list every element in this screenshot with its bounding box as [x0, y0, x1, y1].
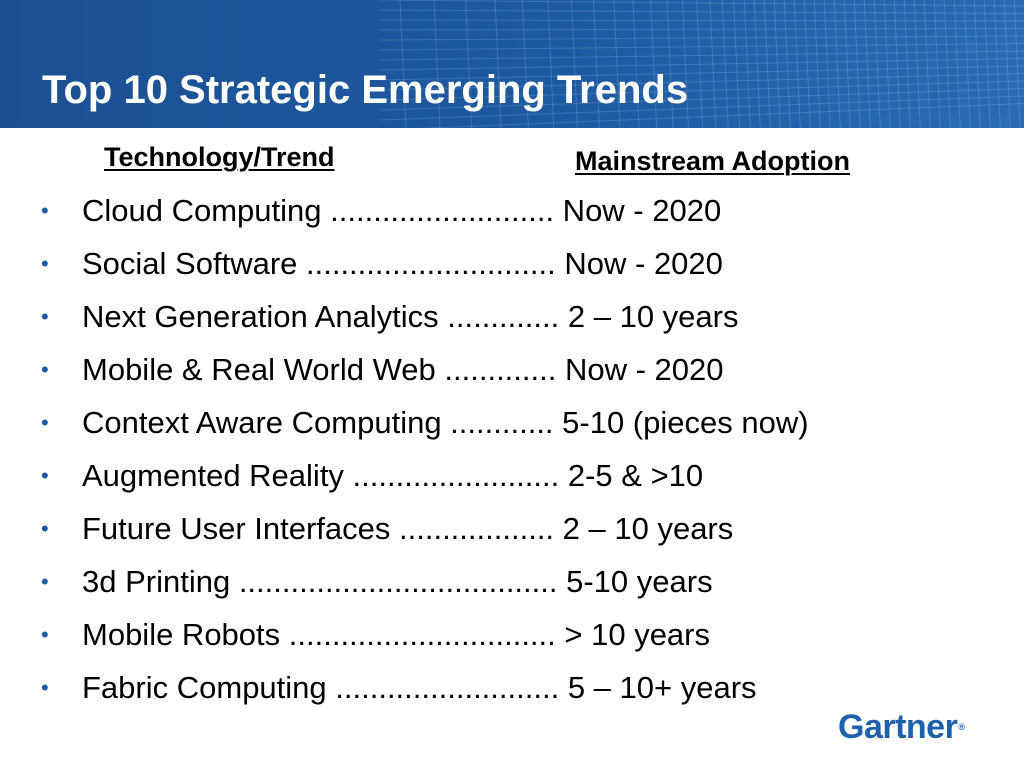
trend-text: Future User Interfaces .................…: [82, 511, 734, 546]
logo-wordmark: Gartner: [838, 708, 958, 746]
trend-text: Social Software ........................…: [82, 246, 723, 281]
bullet-icon: •: [41, 516, 49, 541]
trend-text: Context Aware Computing ............ 5-1…: [82, 405, 809, 440]
trend-text: Cloud Computing ........................…: [82, 193, 722, 228]
bullet-icon: •: [41, 410, 49, 435]
header-band: Top 10 Strategic Emerging Trends: [0, 0, 1024, 128]
trend-text: Mobile Robots ..........................…: [82, 617, 710, 652]
gartner-logo: Gartner®: [838, 707, 965, 747]
registered-mark-icon: ®: [958, 722, 965, 732]
bullet-icon: •: [41, 304, 49, 329]
trend-text: 3d Printing ............................…: [82, 564, 713, 599]
header-grid-pattern: [379, 0, 1024, 128]
column-header-technology: Technology/Trend: [104, 142, 335, 172]
trend-text: Augmented Reality ......................…: [82, 458, 704, 493]
trend-text: Fabric Computing .......................…: [82, 670, 757, 705]
column-header-adoption: Mainstream Adoption: [575, 146, 851, 176]
slide-title: Top 10 Strategic Emerging Trends: [42, 68, 689, 112]
bullet-icon: •: [41, 569, 49, 594]
bullet-icon: •: [41, 251, 49, 276]
bullet-icon: •: [41, 198, 49, 223]
bullet-icon: •: [41, 357, 49, 382]
trend-text: Next Generation Analytics ............. …: [82, 299, 739, 334]
trend-text: Mobile & Real World Web ............. No…: [82, 352, 724, 387]
bullet-icon: •: [41, 675, 49, 700]
bullet-icon: •: [41, 622, 49, 647]
bullet-icon: •: [41, 463, 49, 488]
